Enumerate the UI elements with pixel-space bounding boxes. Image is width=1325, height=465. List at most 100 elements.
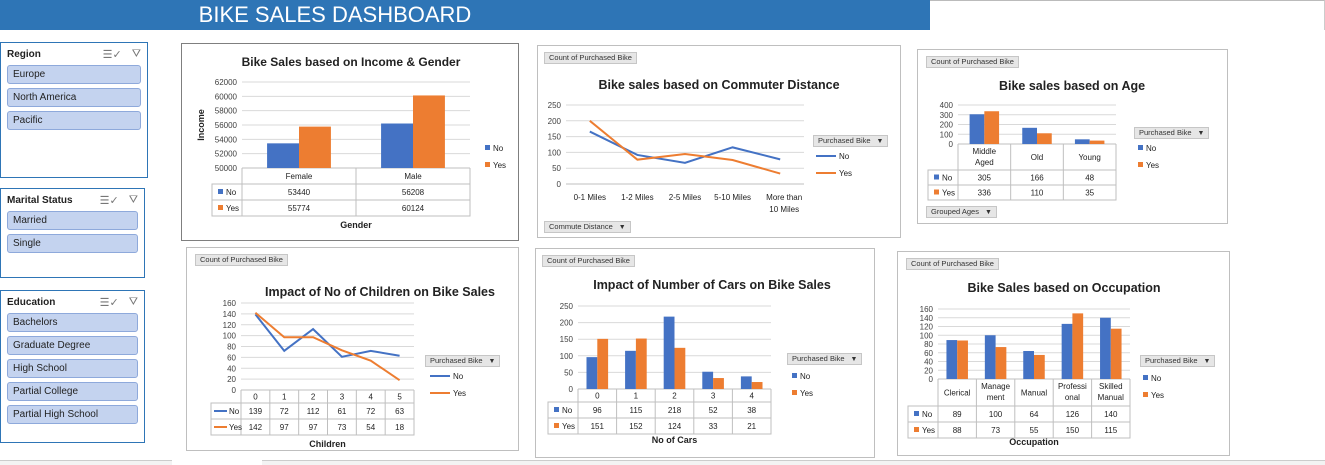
y-tick-label: 250: [548, 101, 562, 110]
y-tick-label: 0: [929, 375, 934, 384]
category-label: Middle: [973, 147, 997, 156]
region-items: Europe North America Pacific: [1, 65, 147, 130]
category-label: 2: [311, 393, 316, 402]
data-value-label: 33: [709, 422, 718, 431]
clear-filter-icon[interactable]: ⛛: [131, 47, 141, 60]
bar-no: [625, 350, 636, 389]
dropdown-arrow-icon: ▼: [618, 224, 626, 231]
multi-select-icon[interactable]: ☰✓: [99, 194, 119, 207]
bar-yes: [995, 347, 1007, 379]
purchased-bike-filter-button[interactable]: Purchased Bike ▼: [425, 355, 501, 367]
legend-label: Yes: [1151, 391, 1164, 400]
slicer-item-high-school[interactable]: High School: [7, 359, 138, 378]
y-tick-label: 100: [560, 352, 574, 361]
dropdown-arrow-icon: ▼: [850, 356, 858, 363]
grouped-ages-filter-button[interactable]: Grouped Ages ▼: [926, 206, 997, 218]
sheet-scrollbar[interactable]: [0, 460, 172, 465]
series-line-yes: [254, 312, 401, 382]
count-field-button[interactable]: Count of Purchased Bike: [542, 255, 635, 267]
series-line-yes: [589, 120, 781, 175]
y-tick-label: 160: [223, 299, 237, 308]
commute-distance-chart[interactable]: Count of Purchased Bike Bike sales based…: [537, 45, 901, 238]
dropdown-arrow-icon: ▼: [1203, 358, 1211, 365]
data-value-label: 38: [747, 406, 756, 415]
income-gender-chart-svg: Bike Sales based on Income & Gender 62000…: [196, 55, 506, 230]
category-label: Clerical: [944, 389, 971, 398]
age-chart[interactable]: Count of Purchased Bike Bike sales based…: [917, 49, 1228, 224]
y-tick-label: 120: [920, 323, 934, 332]
legend-label: No: [493, 144, 504, 153]
children-chart[interactable]: Count of Purchased Bike Impact of No of …: [186, 247, 519, 451]
purchased-bike-filter-button[interactable]: Purchased Bike ▼: [813, 135, 889, 147]
bar-yes: [1110, 328, 1122, 379]
data-value-label: 55774: [288, 204, 311, 213]
region-slicer: Region ☰✓ ⛛ Europe North America Pacific: [0, 42, 148, 178]
clear-filter-icon[interactable]: ⛛: [128, 193, 138, 206]
income-gender-chart[interactable]: Bike Sales based on Income & Gender 62000…: [181, 43, 519, 241]
slicer-item-graduate-degree[interactable]: Graduate Degree: [7, 336, 138, 355]
sheet-scrollbar[interactable]: [262, 460, 1325, 465]
category-label: Young: [1078, 153, 1100, 162]
data-value-label: 73: [991, 426, 1000, 435]
clear-filter-icon[interactable]: ⛛: [128, 295, 138, 308]
dashboard-title: BIKE SALES DASHBOARD: [0, 0, 930, 30]
data-value-label: 115: [1104, 426, 1117, 435]
cars-chart[interactable]: Count of Purchased Bike Impact of Number…: [535, 248, 875, 458]
y-tick-label: 200: [940, 121, 954, 130]
legend-label: Yes: [839, 169, 852, 178]
y-tick-label: 58000: [215, 107, 238, 116]
region-slicer-title: Region: [7, 48, 41, 60]
table-series-label: Yes: [562, 422, 575, 431]
category-label: onal: [1065, 393, 1080, 402]
count-field-button[interactable]: Count of Purchased Bike: [926, 56, 1019, 68]
y-tick-label: 54000: [215, 135, 238, 144]
count-field-button[interactable]: Count of Purchased Bike: [195, 254, 288, 266]
occupation-chart[interactable]: Count of Purchased Bike Bike Sales based…: [897, 251, 1230, 456]
purchased-bike-filter-label: Purchased Bike: [818, 136, 871, 145]
children-chart-svg: Impact of No of Children on Bike Sales16…: [210, 285, 495, 449]
bar-no: [946, 340, 958, 379]
purchased-bike-filter-button[interactable]: Purchased Bike ▼: [787, 353, 863, 365]
data-value-label: 63: [395, 407, 404, 416]
legend-label: Yes: [1146, 161, 1159, 170]
slicer-item-europe[interactable]: Europe: [7, 65, 141, 84]
slicer-item-single[interactable]: Single: [7, 234, 138, 253]
y-tick-label: 150: [548, 133, 562, 142]
table-series-label: Yes: [922, 426, 935, 435]
commute-distance-filter-button[interactable]: Commute Distance ▼: [544, 221, 631, 233]
slicer-item-partial-college[interactable]: Partial College: [7, 382, 138, 401]
slicer-item-married[interactable]: Married: [7, 211, 138, 230]
y-tick-label: 56000: [215, 121, 238, 130]
slicer-item-north-america[interactable]: North America: [7, 88, 141, 107]
count-field-button[interactable]: Count of Purchased Bike: [906, 258, 999, 270]
legend-key-no: [218, 189, 223, 194]
grouped-ages-filter-label: Grouped Ages: [931, 207, 979, 216]
education-slicer-title: Education: [7, 296, 56, 308]
legend-swatch-yes: [792, 390, 797, 395]
bar-no: [381, 123, 413, 168]
count-field-button[interactable]: Count of Purchased Bike: [544, 52, 637, 64]
data-value-label: 72: [280, 407, 289, 416]
commute-distance-filter-label: Commute Distance: [549, 222, 613, 231]
data-value-label: 218: [668, 406, 682, 415]
multi-select-icon[interactable]: ☰✓: [99, 296, 119, 309]
data-value-label: 73: [337, 423, 346, 432]
bar-yes: [413, 95, 445, 168]
purchased-bike-filter-button[interactable]: Purchased Bike ▼: [1140, 355, 1216, 367]
slicer-item-partial-high-school[interactable]: Partial High School: [7, 405, 138, 424]
slicer-item-pacific[interactable]: Pacific: [7, 111, 141, 130]
legend-key-no: [554, 407, 559, 412]
multi-select-icon[interactable]: ☰✓: [102, 48, 122, 61]
bar-yes: [1037, 133, 1052, 144]
legend-key-yes: [914, 427, 919, 432]
purchased-bike-filter-button[interactable]: Purchased Bike ▼: [1134, 127, 1210, 139]
data-value-label: 89: [953, 410, 962, 419]
y-axis-label: Income: [196, 109, 206, 141]
slicer-item-bachelors[interactable]: Bachelors: [7, 313, 138, 332]
data-value-label: 55: [1030, 426, 1039, 435]
legend-label: No: [1146, 144, 1157, 153]
data-value-label: 100: [989, 410, 1003, 419]
data-value-label: 336: [978, 189, 992, 198]
category-label: 0: [595, 392, 600, 401]
